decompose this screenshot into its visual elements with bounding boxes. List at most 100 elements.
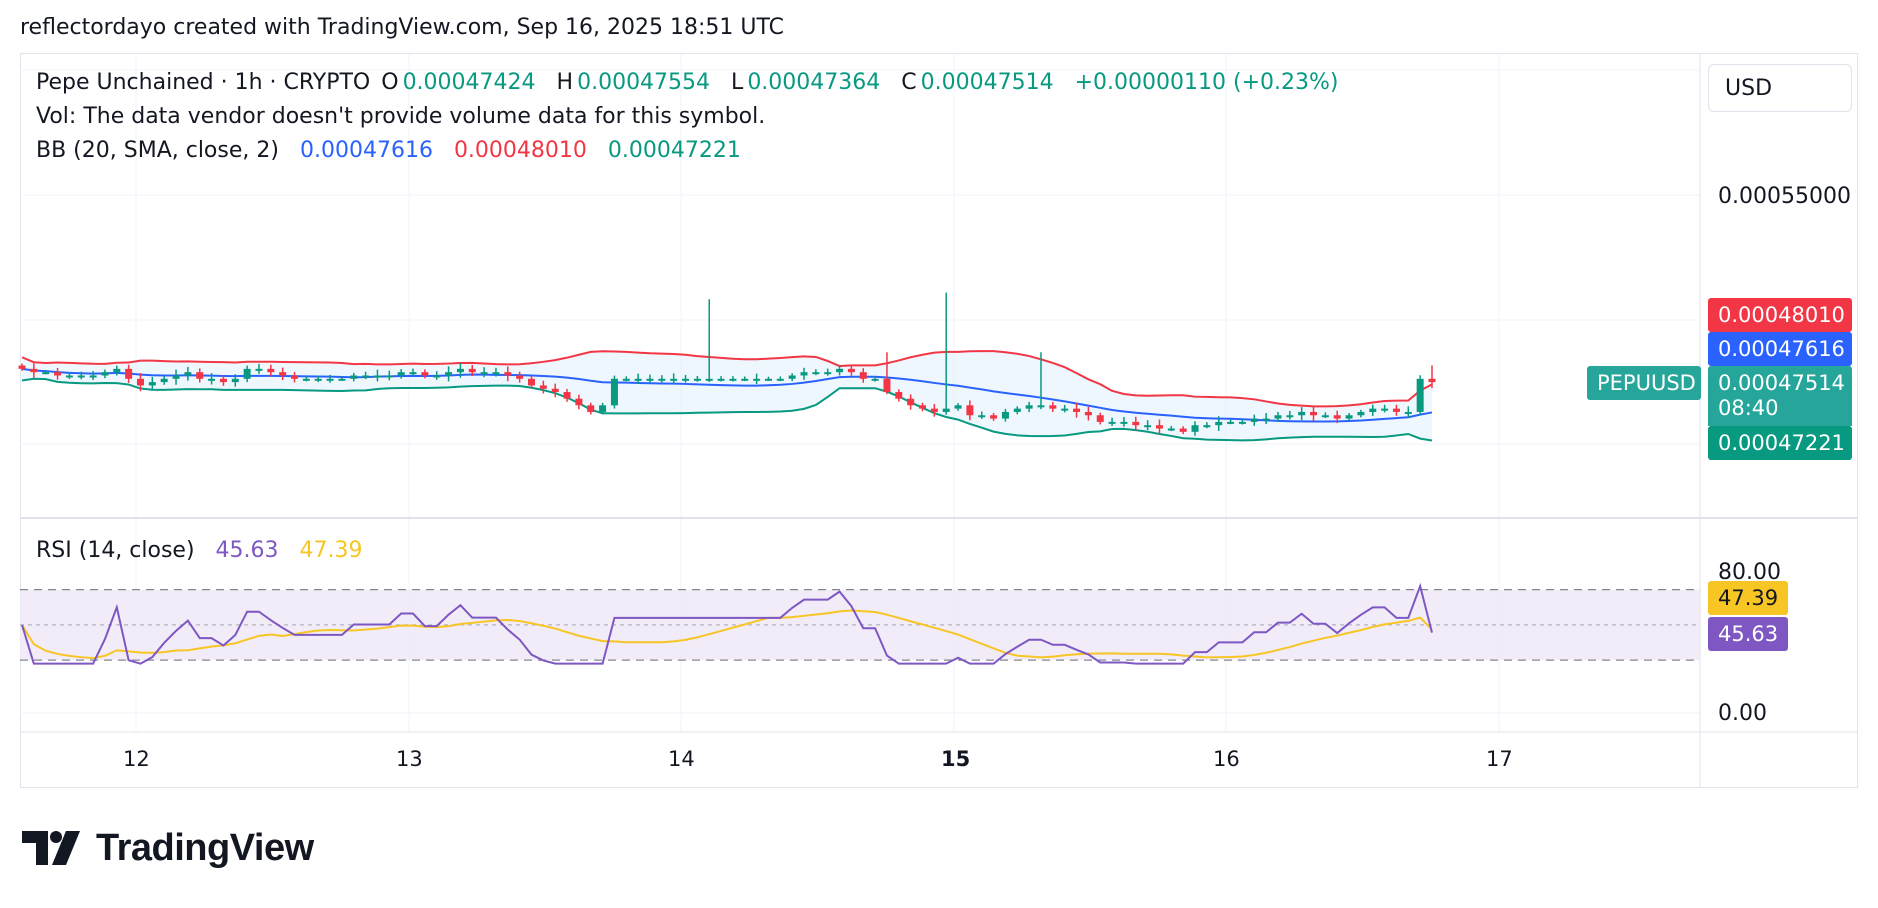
candle-body [954, 405, 962, 409]
bb-basis-line [21, 367, 1433, 423]
candle-body [42, 372, 50, 375]
candle-body [1238, 421, 1246, 424]
bb-legend[interactable]: BB (20, SMA, close, 2) 0.00047616 0.0004… [36, 138, 745, 163]
close-value: 0.00047514 [920, 70, 1054, 95]
candle-body [113, 368, 121, 373]
high-label: H [556, 70, 574, 95]
last-price-value: 0.00047514 [1718, 371, 1845, 395]
candle-body [136, 378, 144, 386]
candle-body [1037, 405, 1045, 408]
bb-label: BB (20, SMA, close, 2) [36, 138, 279, 163]
candle-body [65, 375, 73, 378]
bb-band-area [22, 351, 1432, 441]
close-label: C [901, 70, 917, 95]
candle-body [847, 368, 855, 373]
candle-body [800, 372, 808, 376]
candle-body [1274, 415, 1282, 419]
candle-body [1392, 408, 1400, 412]
candle-body [1357, 411, 1365, 416]
bollinger-band-fill [22, 351, 1432, 441]
candle-body [1215, 421, 1223, 426]
bb-lower-value: 0.00047221 [607, 138, 741, 163]
candle-body [279, 372, 287, 376]
rsi-value: 45.63 [215, 538, 279, 563]
candle-body [1001, 411, 1009, 419]
rsi-tick-top: 80.00 [1718, 560, 1781, 585]
candle-body [77, 375, 85, 378]
candle-body [871, 378, 879, 381]
bb-basis-tag: 0.00047616 [1708, 332, 1852, 366]
candle-body [54, 372, 62, 376]
candle-body [1191, 425, 1199, 432]
bb-basis-value: 0.00047616 [299, 138, 433, 163]
candle-body [326, 378, 334, 381]
candle-body [741, 378, 749, 381]
candle-body [172, 375, 180, 379]
candle-body [101, 372, 109, 376]
candle-body [788, 375, 796, 379]
low-value: 0.00047364 [747, 70, 881, 95]
candle-body [18, 365, 26, 369]
bb-lower-line [21, 377, 1433, 442]
candle-body [942, 408, 950, 412]
candle-body [966, 405, 974, 416]
candle-body [373, 375, 381, 378]
tradingview-logo[interactable]: TradingView [22, 826, 314, 870]
candle-body [409, 372, 417, 375]
candle-body [456, 368, 464, 373]
candle-body [764, 378, 772, 381]
rsi-line [21, 582, 1433, 665]
candle-body [610, 378, 618, 406]
candle-body [1404, 411, 1412, 414]
brand-name: TradingView [96, 826, 314, 869]
candle-body [1416, 378, 1424, 412]
open-label: O [381, 70, 399, 95]
candle-body [219, 378, 227, 383]
candle-body [30, 368, 38, 373]
time-label: 14 [668, 747, 695, 771]
candle-body [622, 378, 630, 381]
candle-body [160, 378, 168, 383]
candle-body [267, 368, 275, 373]
rsi-legend[interactable]: RSI (14, close) 45.63 47.39 [36, 538, 367, 563]
time-label: 13 [396, 747, 423, 771]
rsi-ma-value: 47.39 [299, 538, 363, 563]
rsi-ma-tag: 47.39 [1708, 581, 1788, 615]
candle-body [717, 378, 725, 381]
candle-body [693, 378, 701, 381]
candle-body [397, 372, 405, 376]
candle-body [516, 375, 524, 379]
bb-upper-line [21, 350, 1433, 408]
candle-body [1262, 418, 1270, 421]
candle-body [231, 378, 239, 383]
candle-body [527, 378, 535, 386]
candle-body [895, 392, 903, 399]
symbol-tag: PEPUUSD [1587, 366, 1701, 400]
bb-upper-tag: 0.00048010 [1708, 298, 1852, 332]
candle-body [1084, 411, 1092, 416]
candle-body [208, 378, 216, 381]
candle-body [1298, 411, 1306, 416]
candle-body [148, 382, 156, 386]
candle-body [729, 378, 737, 381]
open-value: 0.00047424 [402, 70, 536, 95]
candle-body [990, 415, 998, 419]
candle-body [125, 368, 133, 379]
candle-body [1203, 425, 1211, 428]
candle-body [978, 415, 986, 418]
symbol-title[interactable]: Pepe Unchained · 1h · CRYPTO [36, 70, 371, 95]
currency-button[interactable]: USD [1708, 64, 1852, 112]
candle-body [634, 378, 642, 381]
chart-credit: reflectordayo created with TradingView.c… [20, 15, 785, 40]
candle-body [1155, 425, 1163, 429]
candle-body [599, 405, 607, 412]
candle-body [1381, 408, 1389, 411]
candle-body [1333, 415, 1341, 419]
candle-body [314, 378, 322, 381]
candle-body [421, 372, 429, 376]
rsi-tag: 45.63 [1708, 617, 1788, 651]
candles [18, 292, 1436, 436]
candle-body [243, 368, 251, 379]
candle-body [468, 368, 476, 373]
